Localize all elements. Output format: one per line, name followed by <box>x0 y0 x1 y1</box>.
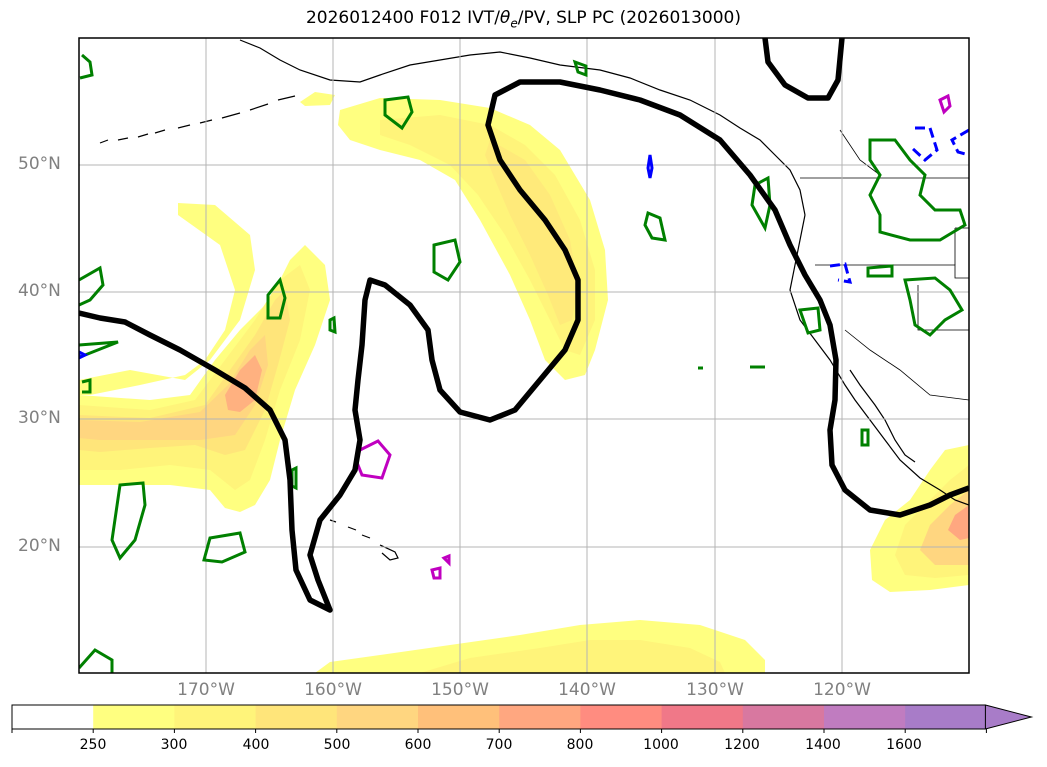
ivt-blob-southeast-core <box>920 490 969 565</box>
pv-contour <box>903 276 965 337</box>
colorbar-segment <box>255 705 338 729</box>
colorbar-segment <box>93 705 175 729</box>
lon-label-170w: 170°W <box>177 680 235 700</box>
lon-label-150w: 150°W <box>431 680 489 700</box>
lon-label-140w: 140°W <box>558 680 616 700</box>
blue-contour-dashed <box>950 128 969 157</box>
blue-contour <box>646 154 654 179</box>
political-borders <box>800 129 969 401</box>
colorbar-segment <box>742 705 825 729</box>
lat-label-30n: 30°N <box>18 408 61 428</box>
title-prefix: 2026012400 F012 IVT/ <box>305 8 500 28</box>
ivt-band-south-mid <box>420 640 725 673</box>
colorbar-segment <box>824 705 906 729</box>
colorbar-label: 250 <box>79 737 107 753</box>
colorbar-label: 1400 <box>805 737 841 753</box>
pv-contour <box>202 531 247 564</box>
pv-contour <box>797 306 822 335</box>
pv-contour <box>79 340 119 359</box>
blue-contour-dashed <box>829 262 853 284</box>
gridlines <box>79 38 969 673</box>
ivt-plume-west-inner <box>79 335 268 440</box>
ivt-plume-central-mid <box>380 115 595 355</box>
pv-contour <box>432 238 462 282</box>
colorbar-label: 1000 <box>643 737 679 753</box>
pv-contour <box>79 265 105 307</box>
colorbar-label: 600 <box>404 737 432 753</box>
colorbar-segment <box>12 705 94 729</box>
blue-contour <box>79 350 89 360</box>
pv-contour <box>266 276 287 320</box>
border-state <box>917 285 969 331</box>
slp-pc-contour <box>79 38 969 613</box>
lat-label-50n: 50°N <box>18 154 61 174</box>
pv-contour <box>750 175 772 233</box>
ivt-blob-alaska <box>300 92 335 106</box>
title-theta: θ <box>499 8 511 28</box>
pv-contour <box>643 210 667 242</box>
colorbar-segment <box>418 705 500 729</box>
colorbar-label: 500 <box>323 737 351 753</box>
colorbar-label: 1200 <box>724 737 760 753</box>
colorbar-label: 800 <box>566 737 594 753</box>
pv-contour <box>81 378 92 394</box>
pv-contour <box>860 428 870 447</box>
title-suffix: /PV, SLP PC (2026013000) <box>517 8 742 28</box>
pv-contour <box>79 648 114 673</box>
ivt-plume-central-core <box>485 140 578 325</box>
pv-contour <box>110 481 147 561</box>
ivt-blob-southeast-max <box>948 505 969 540</box>
border-state <box>815 264 969 279</box>
lon-label-160w: 160°W <box>304 680 362 700</box>
pv-contour <box>328 315 337 335</box>
colorbar-label: 300 <box>160 737 188 753</box>
slp-contour-north-a <box>762 38 845 101</box>
pv-contour <box>868 138 967 242</box>
lat-label-20n: 20°N <box>18 536 61 556</box>
slp-contour-main <box>79 79 969 613</box>
lon-label-120w: 120°W <box>813 680 871 700</box>
theta-e-contour <box>430 566 442 580</box>
pv-contour <box>698 365 765 370</box>
colorbar-segment <box>336 705 419 729</box>
colorbar <box>11 704 1034 733</box>
colorbar-segment <box>174 705 257 729</box>
colorbar-label: 1600 <box>886 737 922 753</box>
ivt-shading <box>79 92 969 673</box>
pv-contour <box>383 95 414 131</box>
theta-e-contour <box>938 93 952 115</box>
plot-title: 2026012400 F012 IVT/θe/PV, SLP PC (20260… <box>0 8 1047 30</box>
title-theta-subscript: e <box>510 16 518 31</box>
colorbar-segment <box>580 705 663 729</box>
colorbar-segment <box>661 705 744 729</box>
colorbar-label: 700 <box>485 737 513 753</box>
coastline-west-coast <box>789 214 969 506</box>
map-frame <box>78 37 970 674</box>
border-state <box>839 129 881 176</box>
colorbar-label: 400 <box>242 737 270 753</box>
theta-e-contour <box>441 553 451 567</box>
blue-contours <box>79 126 969 360</box>
coastline-alaska <box>239 39 806 216</box>
pv-contour <box>79 53 94 80</box>
border-us-mexico <box>844 329 969 401</box>
pv-contour <box>866 264 894 278</box>
colorbar-segment <box>905 705 987 729</box>
coastline-baja <box>849 369 916 463</box>
colorbar-extend-arrow <box>984 704 1034 730</box>
lat-label-40n: 40°N <box>18 281 61 301</box>
pv-contour <box>572 59 588 78</box>
colorbar-segment <box>499 705 581 729</box>
blue-contour-dashed <box>910 126 939 162</box>
lon-label-130w: 130°W <box>686 680 744 700</box>
